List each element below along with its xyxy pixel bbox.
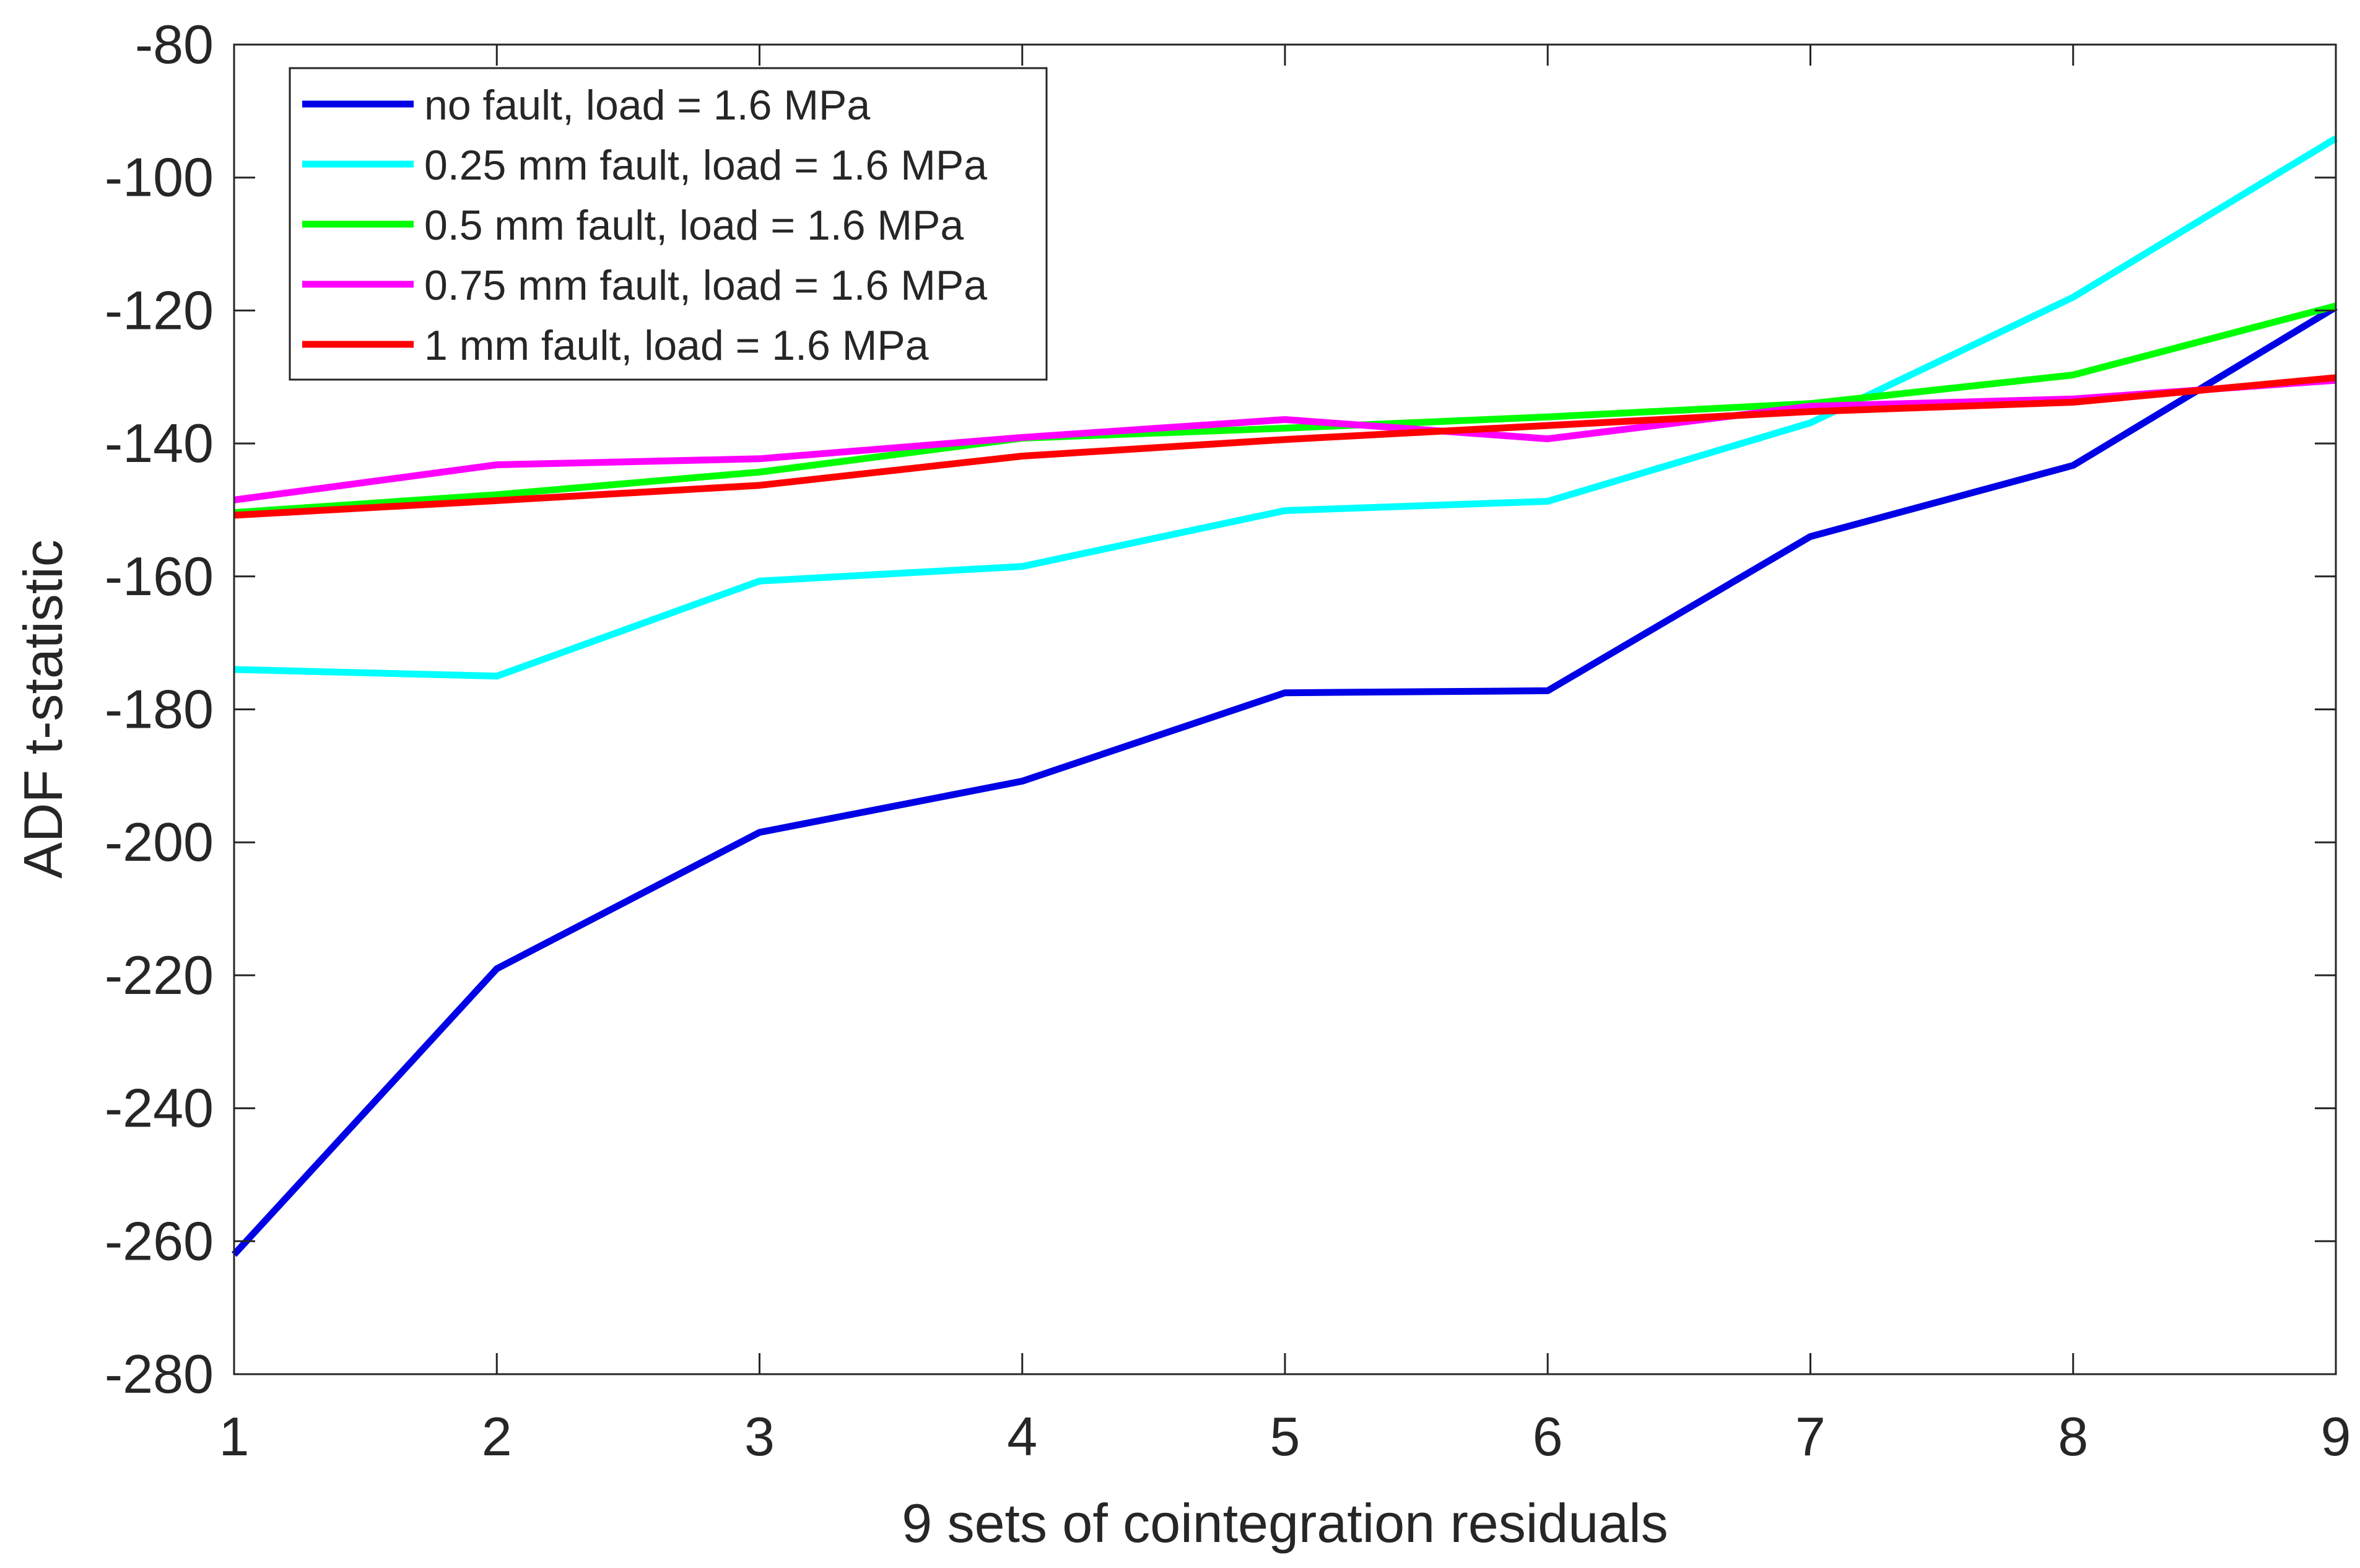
x-axis-label: 9 sets of cointegration residuals [902,1492,1668,1554]
legend: no fault, load = 1.6 MPa 0.25 mm fault, l… [289,67,1048,381]
y-tick-label: -200 [105,811,214,873]
series-line-2 [233,135,2338,680]
legend-box [289,67,1048,381]
y-tick-label: -160 [105,546,214,607]
y-tick-label: -240 [105,1078,214,1139]
x-axis-ticks: 1 2 3 4 5 6 7 8 9 [219,45,2351,1467]
y-tick-label: -260 [105,1210,214,1271]
y-axis-label: ADF t-statistic [12,539,74,879]
x-tick-label: 4 [1007,1406,1037,1467]
y-tick-label: -220 [105,944,214,1006]
x-tick-label: 2 [482,1406,512,1467]
legend-label-3: 0.5 mm fault, load = 1.6 MPa [424,202,964,249]
x-tick-label: 8 [2058,1406,2088,1467]
y-tick-label: -140 [105,412,214,474]
y-tick-label: -80 [135,14,214,75]
x-tick-label: 6 [1533,1406,1563,1467]
series-line-3 [233,302,2337,516]
series-line-4 [233,377,2336,503]
legend-label-5: 1 mm fault, load = 1.6 MPa [424,322,929,369]
y-axis-ticks: -280 -260 -240 -220 -200 -180 -160 -140 -120 -100… [105,14,2336,1405]
y-tick-label: -280 [105,1343,214,1405]
series-line-5 [233,374,2336,519]
x-tick-label: 1 [219,1406,250,1467]
legend-label-2: 0.25 mm fault, load = 1.6 MPa [424,142,987,189]
y-tick-label: -120 [105,279,214,341]
x-tick-label: 7 [1795,1406,1826,1467]
legend-label-4: 0.75 mm fault, load = 1.6 MPa [424,262,987,309]
y-tick-label: -180 [105,679,214,740]
legend-label-1: no fault, load = 1.6 MPa [424,82,870,129]
y-tick-label: -100 [105,147,214,208]
series-line-1 [231,304,2338,1257]
x-tick-label: 9 [2321,1406,2351,1467]
x-tick-label: 3 [744,1406,775,1467]
x-tick-label: 5 [1270,1406,1300,1467]
plot-lines [231,135,2338,1257]
